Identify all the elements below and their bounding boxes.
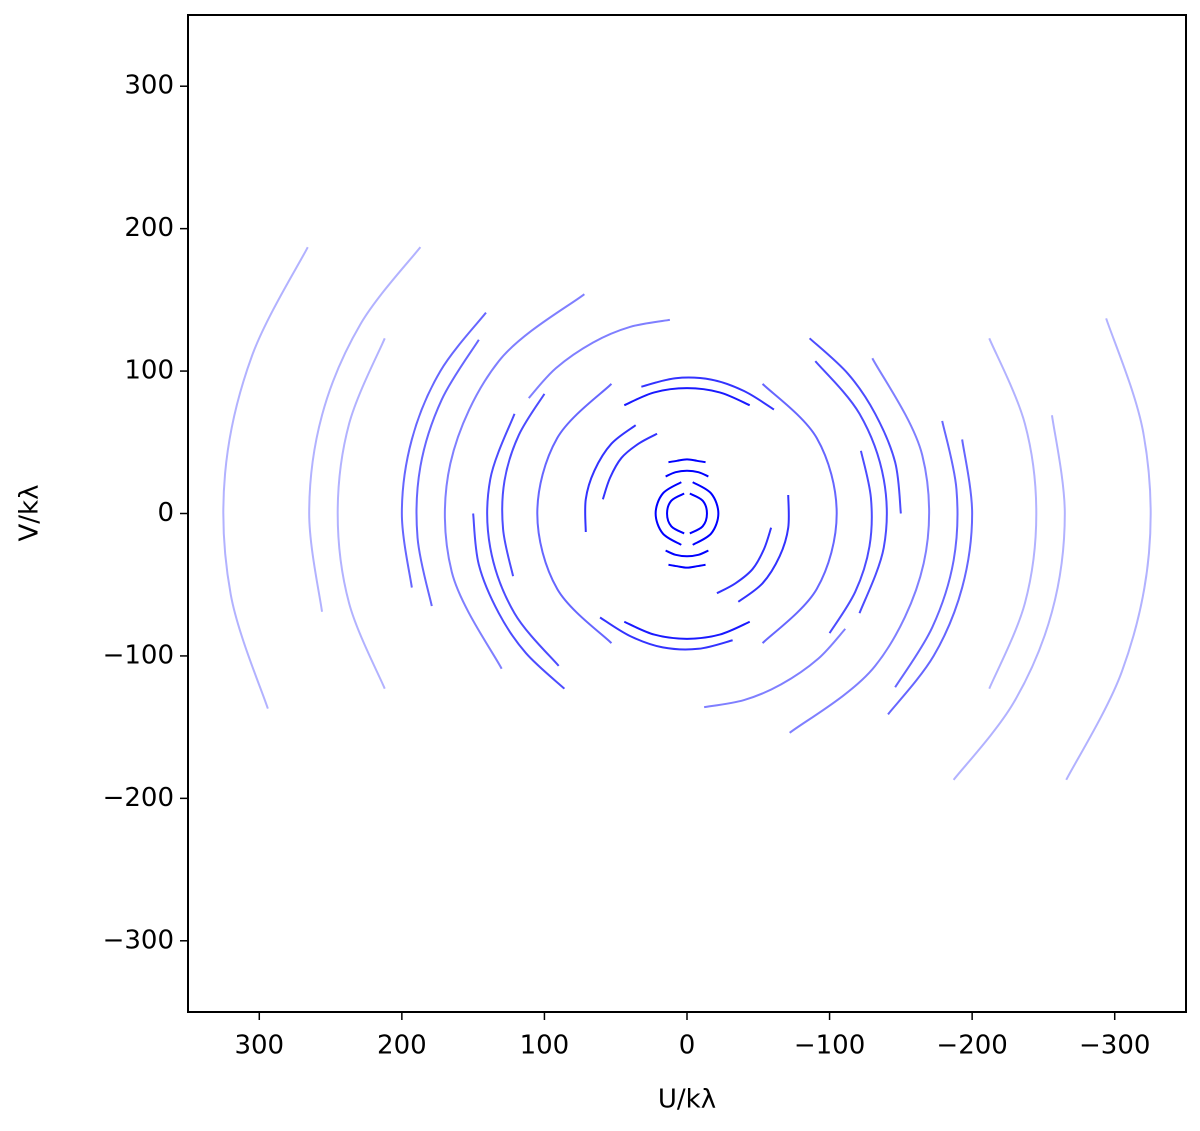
uv-track [400,312,487,588]
uv-track [472,513,566,690]
uv-track [665,549,709,558]
uv-track [623,387,751,407]
uv-track [654,481,682,546]
uv-track [761,383,838,644]
uv-track [668,458,706,464]
y-tick-label: 300 [124,71,174,101]
uv-track [536,383,613,644]
uv-track [222,246,309,709]
uv-track [308,246,422,612]
uv-track [336,337,386,690]
uv-track [415,339,480,607]
x-tick-label: −300 [1079,1031,1150,1061]
uv-track [808,337,902,514]
y-tick-label: −300 [103,925,174,955]
uv-track [665,469,709,478]
x-tick-label: 200 [377,1031,427,1061]
y-tick-label: 0 [157,498,174,528]
uv-track [828,450,873,634]
uv-track [689,492,708,535]
y-tick-label: 200 [124,213,174,243]
y-tick-label: −200 [103,783,174,813]
uv-track [952,415,1066,781]
uv-track [668,563,706,569]
uv-track [716,527,773,595]
uv-track [528,318,671,399]
uv-track [887,439,974,715]
uv-track [623,620,751,640]
x-axis-label: U/kλ [658,1085,716,1115]
y-tick-label: −100 [103,640,174,670]
x-tick-label: 0 [679,1031,696,1061]
uv-track [601,432,658,500]
uv-track [666,492,685,535]
uv-track [692,481,720,546]
uv-track [599,616,733,651]
uv-track [443,293,585,670]
uv-track [988,337,1038,690]
uv-track [641,376,775,411]
uv-track [814,360,888,614]
uv-track [703,628,846,709]
plot-frame [187,14,1187,1013]
uv-track [789,357,931,734]
uv-track [584,424,637,533]
y-axis-label: V/kλ [15,485,45,542]
y-tick-label: 100 [124,356,174,386]
uv-track [1065,318,1152,781]
uv-track [894,420,959,688]
uv-track [501,393,546,577]
uv-track [486,413,560,667]
x-tick-label: −200 [936,1031,1007,1061]
x-tick-label: −100 [794,1031,865,1061]
x-tick-label: 300 [234,1031,284,1061]
uv-track [737,494,790,603]
x-tick-label: 100 [520,1031,570,1061]
